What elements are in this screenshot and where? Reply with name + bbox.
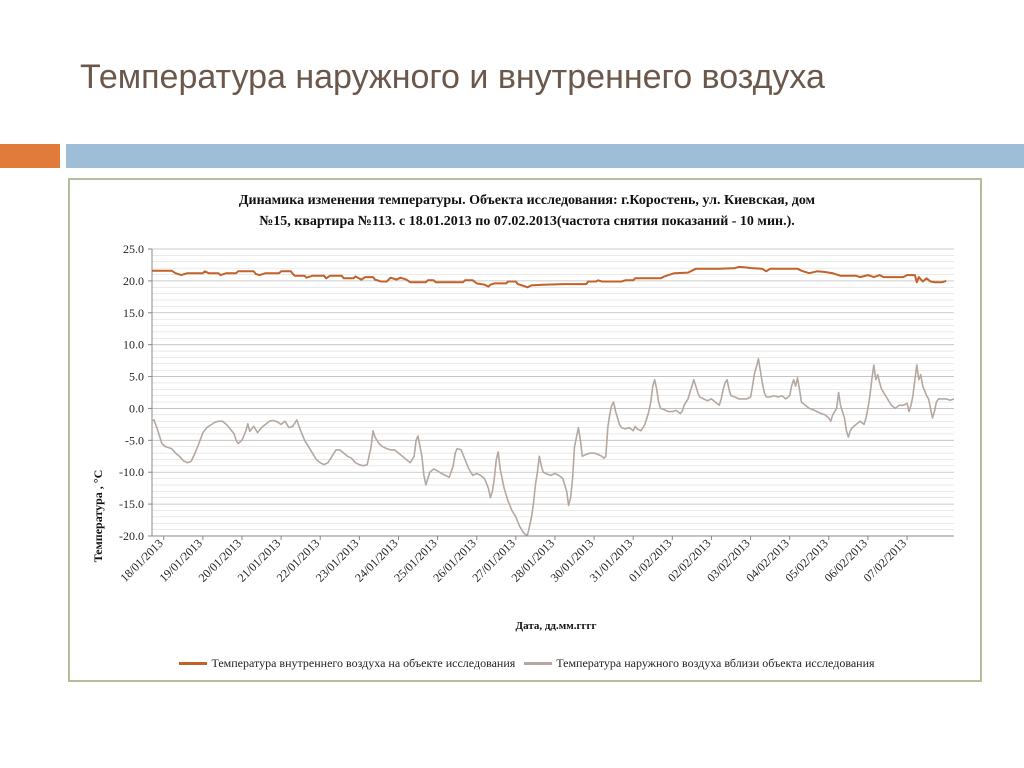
y-tick-label: 5.0 bbox=[129, 370, 144, 384]
y-tick-label: 10.0 bbox=[123, 338, 144, 352]
slide-title: Температура наружного и внутреннего возд… bbox=[80, 58, 825, 96]
y-tick-label: -10.0 bbox=[119, 465, 144, 479]
outdoor-temperature-line bbox=[151, 357, 955, 536]
y-tick-label: 15.0 bbox=[123, 306, 144, 320]
y-tick-label: -5.0 bbox=[125, 433, 144, 447]
minor-gridlines bbox=[152, 255, 954, 530]
y-axis-ticks: 25.0 20.0 15.0 10.0 5.0 0.0 -5.0 -10.0 -15.0 -20.… bbox=[119, 242, 152, 543]
x-axis-label: Дата, дд.мм.гггг bbox=[516, 620, 597, 632]
line-chart: 25.0 20.0 15.0 10.0 5.0 0.0 -5.0 -10.0 -15.0 -20.… bbox=[91, 242, 955, 632]
header-bar bbox=[66, 144, 1024, 168]
y-tick-label: 20.0 bbox=[123, 274, 144, 288]
legend-label-indoor: Температура внутреннего воздуха на объек… bbox=[211, 656, 516, 670]
legend-label-outdoor: Температура наружного воздуха вблизи объ… bbox=[556, 656, 875, 670]
y-tick-label: 0.0 bbox=[129, 401, 144, 415]
chart-frame: Динамика изменения температуры. Объекта … bbox=[68, 178, 982, 682]
series-lines bbox=[151, 265, 955, 536]
y-tick-label: -20.0 bbox=[119, 529, 144, 543]
x-axis-ticks: 18/01/201319/01/201320/01/201321/01/2013… bbox=[117, 536, 909, 585]
indoor-temperature-line bbox=[152, 265, 947, 289]
legend-swatch-indoor bbox=[179, 662, 208, 665]
chart-title-line-1: Динамика изменения температуры. Объекта … bbox=[238, 193, 816, 208]
legend-swatch-outdoor bbox=[524, 662, 553, 665]
accent-bar bbox=[0, 144, 60, 168]
legend-item-outdoor: Температура наружного воздуха вблизи объ… bbox=[524, 656, 875, 671]
chart-legend: Температура внутреннего воздуха на объек… bbox=[120, 654, 934, 671]
legend-item-indoor: Температура внутреннего воздуха на объек… bbox=[179, 656, 515, 671]
chart-title: Динамика изменения температуры. Объекта … bbox=[130, 190, 924, 232]
major-gridlines bbox=[152, 248, 954, 537]
y-axis-label: Температура , °С bbox=[91, 470, 105, 563]
y-tick-label: -15.0 bbox=[119, 497, 144, 511]
x-tick-label: 07/02/2013 bbox=[861, 536, 910, 585]
chart-title-line-2: №15, квартира №113. с 18.01.2013 по 07.0… bbox=[259, 214, 795, 229]
y-tick-label: 25.0 bbox=[123, 242, 144, 256]
